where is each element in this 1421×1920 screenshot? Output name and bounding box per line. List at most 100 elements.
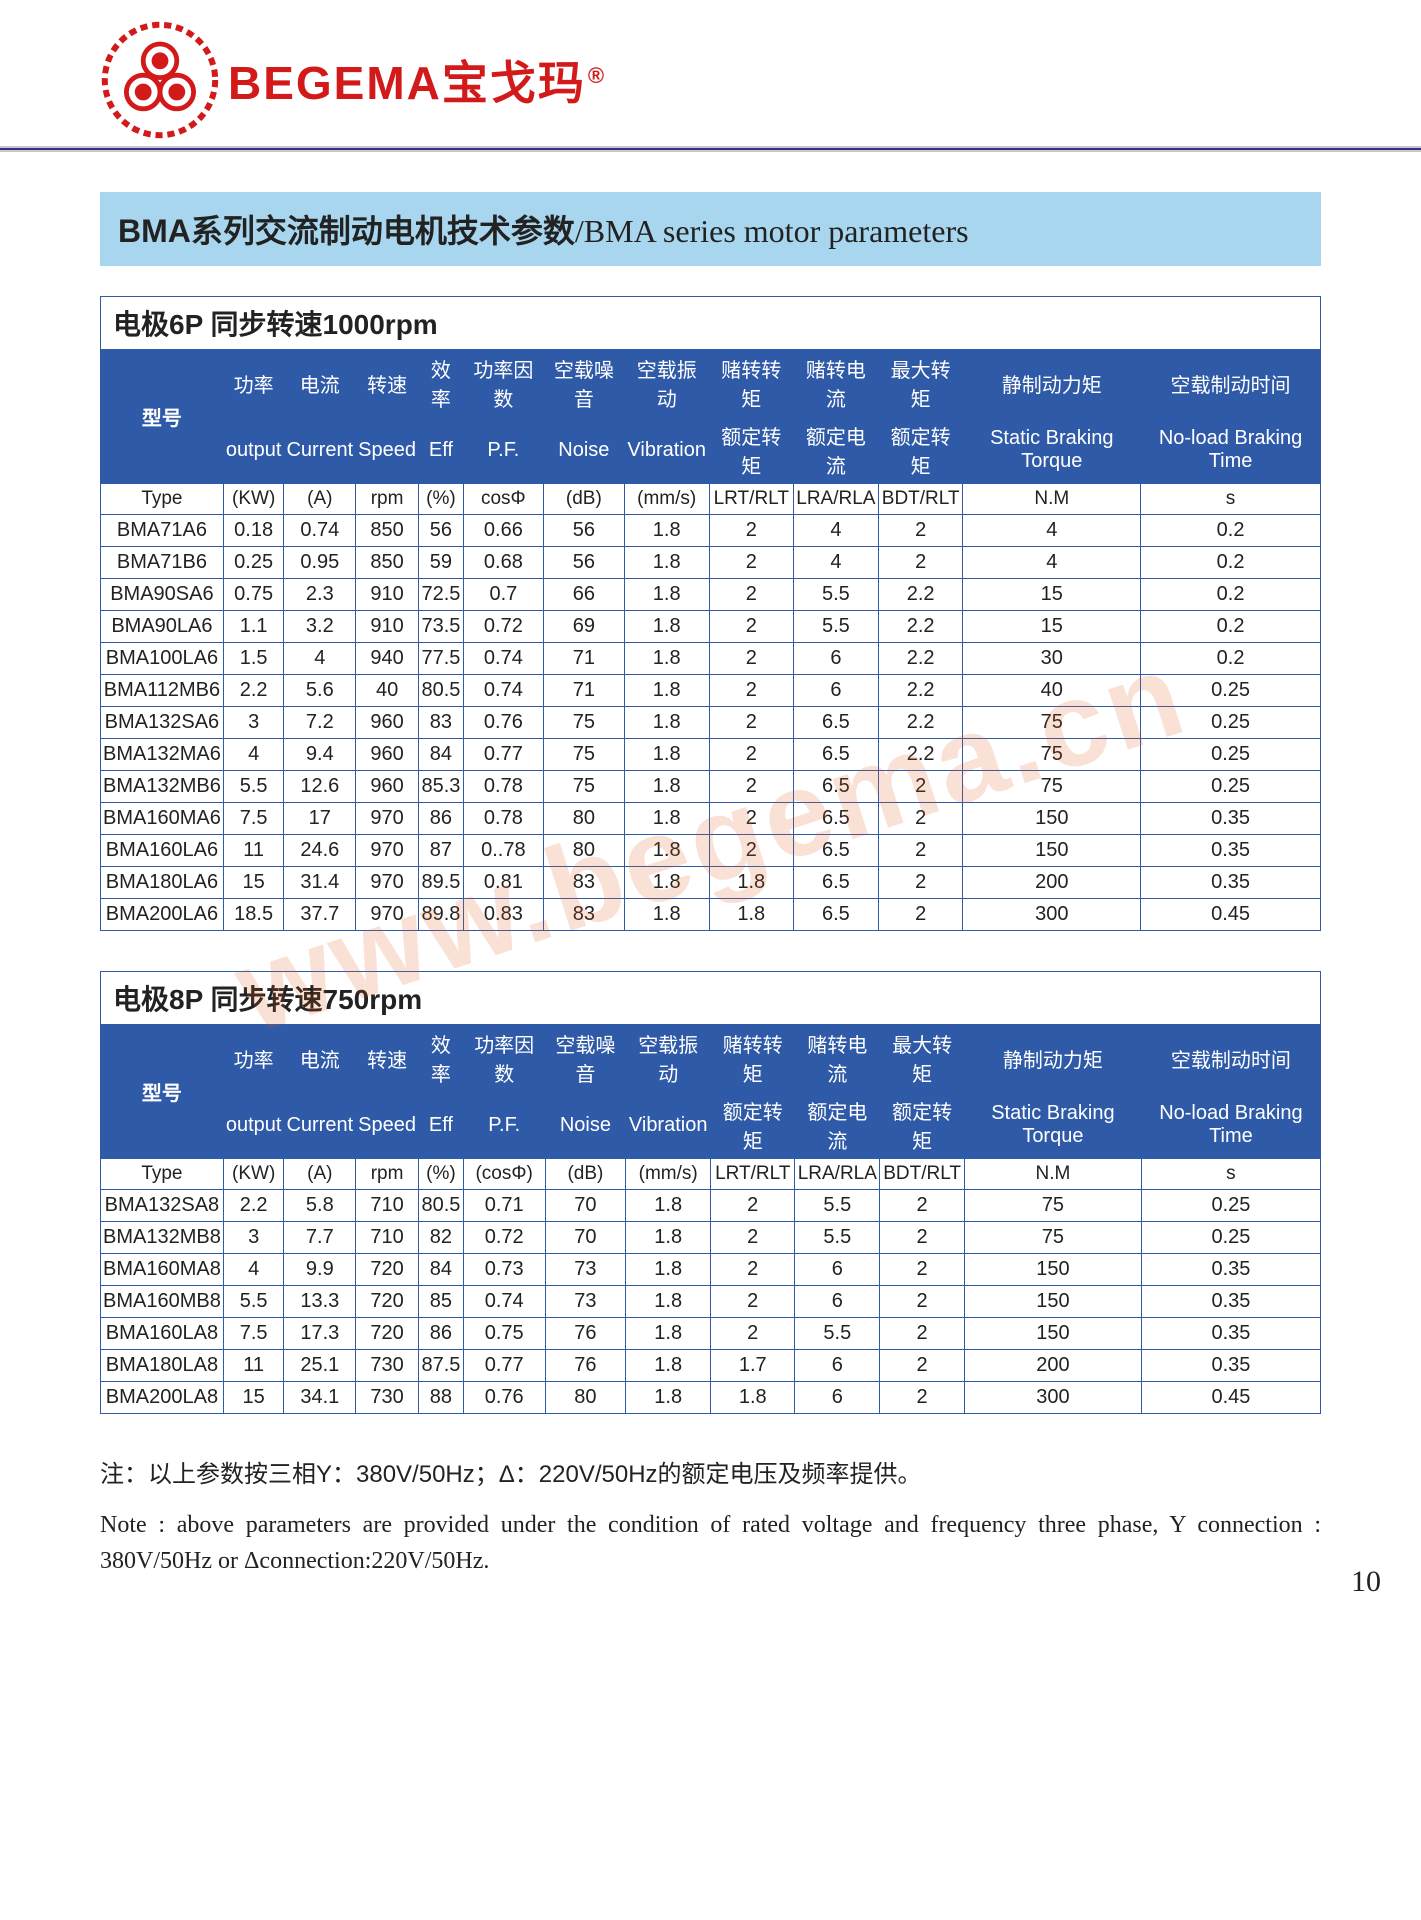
unit-cell: N.M <box>964 1159 1141 1190</box>
table-row: BMA90LA61.13.291073.50.72691.825.52.2150… <box>101 611 1321 643</box>
table-cell: 2 <box>878 835 963 867</box>
table-cell: 3 <box>223 707 284 739</box>
h-eff-cn: 效率 <box>419 350 464 417</box>
brand-cn: 宝戈玛 <box>442 57 586 109</box>
table-cell: 150 <box>964 1254 1141 1286</box>
table-cell: BMA132MB6 <box>101 771 224 803</box>
title-en: BMA series motor parameters <box>584 213 969 249</box>
h8-pf-cn: 功率因数 <box>463 1025 545 1092</box>
table-cell: BMA160MB8 <box>101 1286 224 1318</box>
table-cell: 84 <box>419 739 464 771</box>
h8-noise-en: Noise <box>545 1092 626 1159</box>
table-cell: 75 <box>963 771 1141 803</box>
table-cell: 89.5 <box>419 867 464 899</box>
table-cell: 200 <box>964 1350 1141 1382</box>
h8-bdt-cn: 最大转矩 <box>880 1025 965 1092</box>
table-cell: 40 <box>356 675 419 707</box>
table-cell: 87.5 <box>419 1350 464 1382</box>
table-cell: 4 <box>223 739 284 771</box>
table-cell: 2 <box>709 675 793 707</box>
table-cell: BMA160LA8 <box>101 1318 224 1350</box>
unit-cell: LRA/RLA <box>793 484 878 515</box>
table-cell: 0.2 <box>1141 611 1321 643</box>
h8-sbt-en: Static Braking Torque <box>964 1092 1141 1159</box>
table-cell: 37.7 <box>284 899 356 931</box>
table-cell: 0.81 <box>463 867 543 899</box>
unit-cell: (%) <box>419 484 464 515</box>
table-cell: 1.5 <box>223 643 284 675</box>
table-cell: 0.74 <box>463 675 543 707</box>
note-en: Note : above parameters are provided und… <box>100 1507 1321 1579</box>
header-rule <box>0 146 1421 152</box>
unit-cell: LRT/RLT <box>709 484 793 515</box>
table-cell: 0.74 <box>463 643 543 675</box>
table-cell: 1.8 <box>709 867 793 899</box>
table-cell: 1.8 <box>624 707 709 739</box>
table-cell: 6.5 <box>793 835 878 867</box>
unit-cell: rpm <box>356 1159 419 1190</box>
table-cell: 1.8 <box>624 867 709 899</box>
table-cell: 5.6 <box>284 675 356 707</box>
table-8p-caption: 电极8P 同步转速750rpm <box>100 971 1321 1024</box>
table-cell: 0.25 <box>1141 739 1321 771</box>
h-sbt-en: Static Braking Torque <box>963 417 1141 484</box>
h-speed-en: Speed <box>356 417 419 484</box>
table-cell: 720 <box>356 1318 419 1350</box>
table-cell: 2 <box>711 1222 795 1254</box>
table-cell: 0.35 <box>1141 1318 1320 1350</box>
table-cell: BMA71A6 <box>101 515 224 547</box>
table-cell: 2 <box>878 899 963 931</box>
table-cell: 0.25 <box>1141 771 1321 803</box>
table-cell: 0.45 <box>1141 1382 1320 1414</box>
table-cell: 70 <box>545 1222 626 1254</box>
h-bdt-en: 额定转矩 <box>878 417 963 484</box>
h-power-en: output <box>223 417 284 484</box>
table-cell: 0.72 <box>463 611 543 643</box>
table-cell: 2.2 <box>223 1190 284 1222</box>
table-cell: 0.25 <box>223 547 284 579</box>
page-number: 10 <box>1351 1565 1381 1599</box>
table-cell: 72.5 <box>419 579 464 611</box>
table-cell: 6 <box>793 643 878 675</box>
table-cell: 0.2 <box>1141 547 1321 579</box>
table-cell: 5.5 <box>223 1286 284 1318</box>
table-cell: 4 <box>793 515 878 547</box>
h8-nbt-cn: 空载制动时间 <box>1141 1025 1320 1092</box>
table-cell: 970 <box>356 803 419 835</box>
table-cell: 13.3 <box>284 1286 356 1318</box>
table-cell: 88 <box>419 1382 464 1414</box>
reg-mark: ® <box>588 63 606 88</box>
unit-cell: N.M <box>963 484 1141 515</box>
table-cell: 1.8 <box>626 1350 711 1382</box>
table-cell: 0.18 <box>223 515 284 547</box>
table-cell: 0.25 <box>1141 1222 1320 1254</box>
table-cell: 1.8 <box>624 835 709 867</box>
table-cell: 66 <box>543 579 624 611</box>
table-cell: 2 <box>878 867 963 899</box>
table-cell: 17.3 <box>284 1318 356 1350</box>
table-cell: 5.5 <box>795 1222 880 1254</box>
table-cell: 70 <box>545 1190 626 1222</box>
h8-nbt-en: No-load Braking Time <box>1141 1092 1320 1159</box>
table-cell: 87 <box>419 835 464 867</box>
table-cell: 15 <box>223 867 284 899</box>
table-cell: 710 <box>356 1190 419 1222</box>
table-cell: 7.7 <box>284 1222 356 1254</box>
h8-bdt-en: 额定转矩 <box>880 1092 965 1159</box>
unit-cell: (KW) <box>223 484 284 515</box>
table-cell: BMA90LA6 <box>101 611 224 643</box>
h-speed-cn: 转速 <box>356 350 419 417</box>
table-cell: 80 <box>545 1382 626 1414</box>
table-cell: 0.7 <box>463 579 543 611</box>
table-cell: 2 <box>878 547 963 579</box>
table-cell: 4 <box>284 643 356 675</box>
table-cell: 970 <box>356 867 419 899</box>
table-cell: 0.35 <box>1141 867 1321 899</box>
table-row: BMA132MB65.512.696085.30.78751.826.52750… <box>101 771 1321 803</box>
table-cell: 1.8 <box>626 1254 711 1286</box>
h-lra-en: 额定电流 <box>793 417 878 484</box>
table-cell: 11 <box>223 835 284 867</box>
col-model-8p: 型号 <box>101 1025 224 1159</box>
table-cell: 75 <box>964 1222 1141 1254</box>
unit-cell: cosΦ <box>463 484 543 515</box>
